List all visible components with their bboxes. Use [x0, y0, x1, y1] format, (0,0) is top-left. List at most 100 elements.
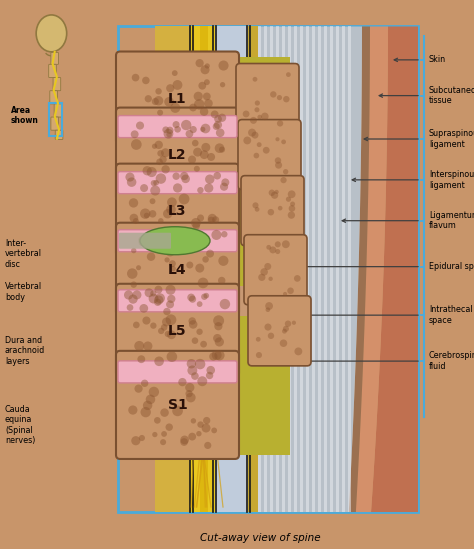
Circle shape	[138, 238, 146, 246]
Circle shape	[155, 173, 166, 184]
Circle shape	[218, 114, 226, 122]
Circle shape	[36, 15, 67, 52]
Circle shape	[266, 245, 271, 250]
Circle shape	[166, 351, 177, 362]
Circle shape	[164, 129, 173, 139]
Circle shape	[149, 210, 156, 217]
Polygon shape	[276, 26, 279, 512]
Circle shape	[264, 263, 271, 270]
Circle shape	[149, 386, 159, 397]
Circle shape	[161, 431, 167, 437]
Circle shape	[269, 247, 276, 254]
Circle shape	[288, 211, 295, 219]
Circle shape	[187, 294, 195, 301]
Circle shape	[287, 288, 294, 294]
Circle shape	[277, 95, 282, 100]
Circle shape	[155, 285, 163, 294]
Circle shape	[180, 438, 188, 446]
Circle shape	[158, 328, 164, 334]
Circle shape	[143, 166, 152, 176]
Circle shape	[192, 140, 199, 147]
FancyBboxPatch shape	[118, 229, 237, 252]
Circle shape	[155, 88, 162, 94]
Text: L4: L4	[168, 263, 187, 277]
Circle shape	[197, 215, 204, 221]
Circle shape	[129, 214, 138, 222]
Circle shape	[281, 177, 287, 183]
Circle shape	[191, 218, 201, 228]
Circle shape	[268, 277, 273, 281]
Circle shape	[167, 295, 175, 303]
Circle shape	[189, 320, 198, 329]
Circle shape	[221, 178, 229, 186]
Circle shape	[166, 127, 173, 134]
Circle shape	[154, 299, 161, 306]
Polygon shape	[294, 26, 297, 512]
Circle shape	[136, 121, 144, 130]
Circle shape	[292, 321, 296, 325]
Circle shape	[268, 333, 274, 339]
Circle shape	[173, 172, 180, 180]
FancyBboxPatch shape	[116, 108, 239, 201]
Circle shape	[140, 209, 150, 219]
Circle shape	[218, 277, 226, 284]
Circle shape	[142, 317, 150, 324]
Circle shape	[192, 222, 200, 229]
Circle shape	[151, 180, 157, 186]
Text: S1: S1	[168, 398, 187, 412]
FancyBboxPatch shape	[116, 223, 239, 316]
Circle shape	[172, 406, 183, 416]
Circle shape	[201, 294, 208, 300]
Text: Cut-away view of spine: Cut-away view of spine	[201, 533, 321, 543]
Polygon shape	[312, 26, 315, 512]
Polygon shape	[330, 26, 333, 512]
Circle shape	[201, 424, 210, 433]
Circle shape	[255, 207, 259, 212]
Circle shape	[141, 379, 148, 387]
Circle shape	[181, 243, 189, 250]
FancyBboxPatch shape	[53, 77, 61, 91]
Polygon shape	[200, 26, 208, 512]
Circle shape	[150, 198, 155, 204]
Circle shape	[213, 123, 220, 130]
Circle shape	[194, 166, 200, 172]
Circle shape	[185, 130, 193, 138]
Circle shape	[281, 139, 286, 144]
Circle shape	[130, 282, 137, 288]
Circle shape	[143, 401, 152, 410]
Circle shape	[154, 295, 164, 305]
Circle shape	[191, 372, 199, 380]
Text: Skin: Skin	[429, 55, 446, 64]
Circle shape	[160, 408, 169, 417]
Circle shape	[140, 407, 151, 417]
Text: L2: L2	[168, 148, 187, 161]
Circle shape	[204, 442, 211, 449]
Circle shape	[166, 132, 172, 137]
Circle shape	[205, 63, 210, 69]
Circle shape	[255, 100, 260, 105]
Circle shape	[185, 390, 192, 397]
Polygon shape	[306, 26, 309, 512]
Circle shape	[164, 97, 174, 107]
Circle shape	[178, 378, 187, 386]
Polygon shape	[175, 177, 195, 327]
Circle shape	[257, 115, 262, 120]
Circle shape	[219, 299, 230, 309]
Text: Cerebrospinal
fluid: Cerebrospinal fluid	[429, 351, 474, 371]
Circle shape	[269, 189, 275, 196]
FancyBboxPatch shape	[55, 130, 63, 139]
Circle shape	[196, 431, 201, 436]
Circle shape	[198, 278, 209, 288]
FancyBboxPatch shape	[118, 361, 237, 383]
Circle shape	[132, 290, 141, 299]
Bar	[240, 286, 290, 316]
Polygon shape	[282, 26, 285, 512]
Circle shape	[204, 79, 210, 85]
FancyBboxPatch shape	[51, 53, 58, 64]
Circle shape	[204, 99, 213, 108]
Circle shape	[163, 209, 173, 219]
Circle shape	[136, 265, 141, 270]
Circle shape	[159, 156, 167, 163]
Circle shape	[255, 107, 259, 113]
Circle shape	[157, 150, 164, 156]
